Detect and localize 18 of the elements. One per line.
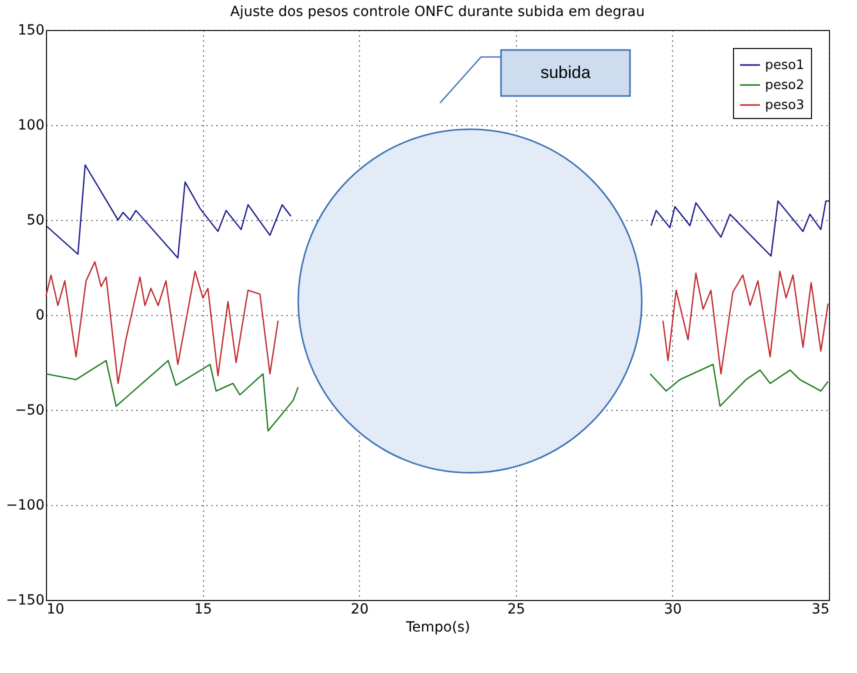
y-tick-label: −150	[6, 592, 44, 608]
x-tick-label: 15	[194, 602, 212, 618]
y-tick-label: 50	[26, 212, 44, 228]
x-tick-label: 10	[46, 602, 64, 618]
x-tick-label: 30	[664, 602, 682, 618]
y-tick-label: −100	[6, 498, 44, 514]
y-tick-label: −50	[14, 402, 44, 418]
y-tick-label: 150	[18, 22, 44, 38]
x-tick-label: 25	[507, 602, 526, 618]
legend-label: peso2	[765, 78, 804, 93]
x-tick-label: 35	[812, 602, 830, 618]
legend-label: peso1	[765, 58, 804, 73]
y-tick-label: 100	[18, 118, 44, 134]
chart-title: Ajuste dos pesos controle ONFC durante subida em degrau	[230, 4, 645, 20]
x-axis-title: Tempo(s)	[404, 620, 470, 636]
y-tick-label: 0	[36, 308, 44, 324]
x-tick-label: 20	[350, 602, 369, 618]
legend-label: peso3	[765, 98, 804, 113]
